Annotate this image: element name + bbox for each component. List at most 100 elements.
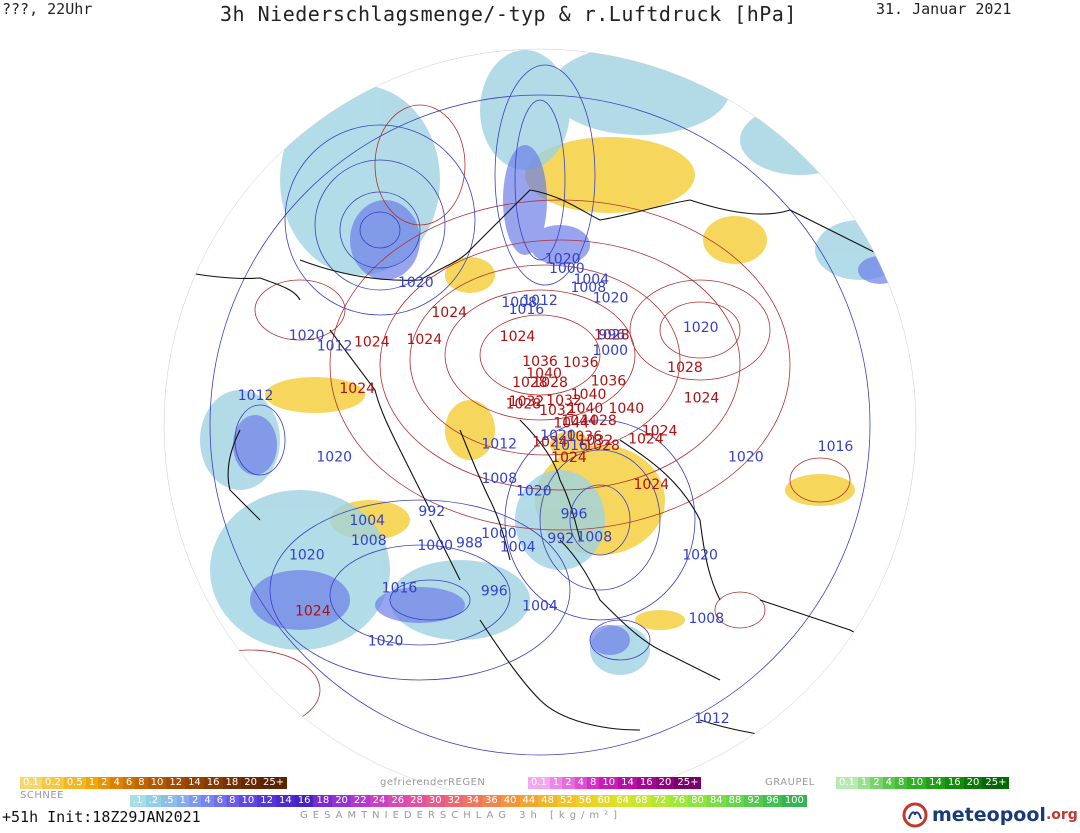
pressure-label-high-7: 1032: [546, 393, 582, 409]
legend-total-cell-12: 18: [313, 795, 333, 807]
pressure-label-high-6: 1040: [571, 387, 607, 403]
pressure-label-low-12: 1016: [509, 302, 545, 318]
pressure-label-low-40: 1020: [516, 484, 552, 500]
legend-freezing-rain-cell-2: 2: [562, 777, 575, 789]
legend-total-cell-19: 32: [444, 795, 464, 807]
legend-total-cell-14: 22: [350, 795, 370, 807]
legend-graupel-cell-9: 25+: [982, 777, 1010, 789]
legend-snow-cell-8: 10: [147, 777, 167, 789]
legend-snow-cell-12: 18: [222, 777, 242, 789]
pressure-label-low-24: 1008: [570, 280, 606, 296]
meteopool-logo: meteopool .org: [902, 800, 1078, 830]
legend-graupel-cell-2: 2: [870, 777, 883, 789]
legend-total-cell-5: 4: [201, 795, 214, 807]
legend-total-cell-36: 96: [763, 795, 782, 807]
pressure-label-high-16: 1040: [608, 401, 644, 417]
isobars-low: [209, 64, 871, 756]
legend-snow-cell-6: 6: [122, 777, 136, 789]
legend-total-cell-1: .2: [145, 795, 162, 807]
legend-total-cell-29: 68: [631, 795, 651, 807]
legend-total-cell-25: 52: [557, 795, 576, 807]
pressure-label-low-17: 1012: [481, 437, 517, 453]
pressure-label-low-29: 1000: [549, 261, 585, 277]
init-time: +51h Init:18Z29JAN2021: [2, 808, 201, 826]
pressure-label-high-18: 1028: [667, 360, 703, 376]
pressure-label-low-19: 1008: [501, 295, 537, 311]
legend-snow-cell-13: 20: [241, 777, 260, 789]
pressure-label-high-4: 1028: [581, 413, 617, 429]
pressure-label-high-20: 1024: [500, 329, 536, 345]
legend-snow-cell-9: 12: [166, 777, 186, 789]
legend-graupel-cell-1: 1: [857, 777, 871, 789]
pressure-label-low-4: 1020: [289, 548, 325, 564]
logo-name: meteopool: [932, 804, 1046, 826]
pressure-label-high-32: 1032: [539, 403, 575, 419]
pressure-label-low-28: 1004: [349, 513, 385, 529]
pressure-label-high-15: 1028: [584, 438, 620, 454]
pressure-label-high-17: 1024: [628, 432, 664, 448]
legend-freezing-rain-cell-3: 4: [574, 777, 588, 789]
pressure-label-low-39: 1016: [382, 580, 418, 596]
pressure-label-low-7: 1020: [728, 449, 764, 465]
legend-graupel-cell-7: 16: [944, 777, 964, 789]
legend-freezing-rain-cell-4: 8: [587, 777, 600, 789]
logo-tld: .org: [1045, 807, 1078, 823]
pressure-label-low-37: 992: [418, 504, 445, 520]
pressure-label-high-0: 1024: [551, 450, 587, 466]
pressure-label-low-36: 992: [547, 531, 574, 547]
pressure-label-high-13: 1036: [566, 429, 602, 445]
pressure-label-high-24: 1032: [509, 394, 545, 410]
pressure-label-high-23: 1036: [522, 354, 558, 370]
pressure-label-high-12: 1044: [553, 416, 589, 432]
legend-total-cell-6: 6: [213, 795, 227, 807]
pressure-label-high-1: 1024: [642, 424, 678, 440]
pressure-label-low-13: 1016: [552, 438, 588, 454]
pressure-label-low-20: 1008: [576, 530, 612, 546]
legend-freezing-rain-cell-0: 0.1: [528, 777, 550, 789]
legend-total-cell-8: 10: [238, 795, 258, 807]
coastlines: [169, 189, 891, 741]
legend-total-cell-10: 14: [275, 795, 295, 807]
pressure-label-high-21: 1024: [431, 305, 467, 321]
legend-total-cell-17: 28: [407, 795, 426, 807]
legend-graupel-cell-0: 0.1: [836, 777, 858, 789]
legend-snow-cell-4: 2: [98, 777, 111, 789]
legend-graupel-cell-8: 20: [963, 777, 983, 789]
pressure-label-low-2: 1020: [289, 328, 325, 344]
pressure-label-high-8: 1028: [532, 375, 568, 391]
legend-total-cell-15: 24: [369, 795, 389, 807]
legend-total-cell-24: 48: [538, 795, 557, 807]
legend-snow-cell-11: 16: [203, 777, 223, 789]
legend-snow-title: SCHNEE: [20, 790, 64, 801]
legend-freezing-rain-cell-1: 1: [549, 777, 563, 789]
legend-total-cell-20: 34: [463, 795, 483, 807]
pressure-label-low-11: 1016: [818, 439, 854, 455]
legend-total-cell-7: 8: [226, 795, 239, 807]
legend-snow-cell-1: 0.2: [41, 777, 64, 789]
pressure-label-low-30: 1000: [592, 343, 628, 359]
pressure-label-high-31: 1040: [526, 366, 562, 382]
pressure-label-low-23: 1008: [688, 611, 724, 627]
pressure-labels-high: 1024102410241028102810361040103210281036…: [295, 305, 719, 620]
legend-snow-cell-2: 0.5: [63, 777, 86, 789]
legend-snow-cell-0: 0.1: [20, 777, 42, 789]
pressure-label-low-38: 988: [456, 535, 483, 551]
legend-total-cell-33: 84: [706, 795, 726, 807]
pressure-label-low-0: 1020: [540, 428, 576, 444]
pressure-label-high-28: 1024: [339, 381, 375, 397]
pressure-label-high-30: 1024: [532, 434, 568, 450]
legend-freezing-rain-cell-5: 10: [599, 777, 619, 789]
pressure-label-low-26: 1004: [500, 540, 536, 556]
pressure-label-low-8: 1020: [683, 320, 719, 336]
isobars-high: [179, 104, 851, 731]
pressure-label-high-29: 1024: [295, 604, 331, 620]
pressure-label-high-26: 1024: [406, 332, 442, 348]
pressure-label-high-2: 1024: [633, 477, 669, 493]
legend-graupel-cell-5: 10: [907, 777, 927, 789]
pressure-label-low-16: 1012: [238, 388, 274, 404]
legend-total-cell-4: 2: [189, 795, 202, 807]
legend-total-cell-13: 20: [332, 795, 351, 807]
pressure-label-low-34: 996: [561, 506, 588, 522]
map-border: [163, 48, 917, 790]
pressure-label-low-31: 1000: [481, 526, 517, 542]
